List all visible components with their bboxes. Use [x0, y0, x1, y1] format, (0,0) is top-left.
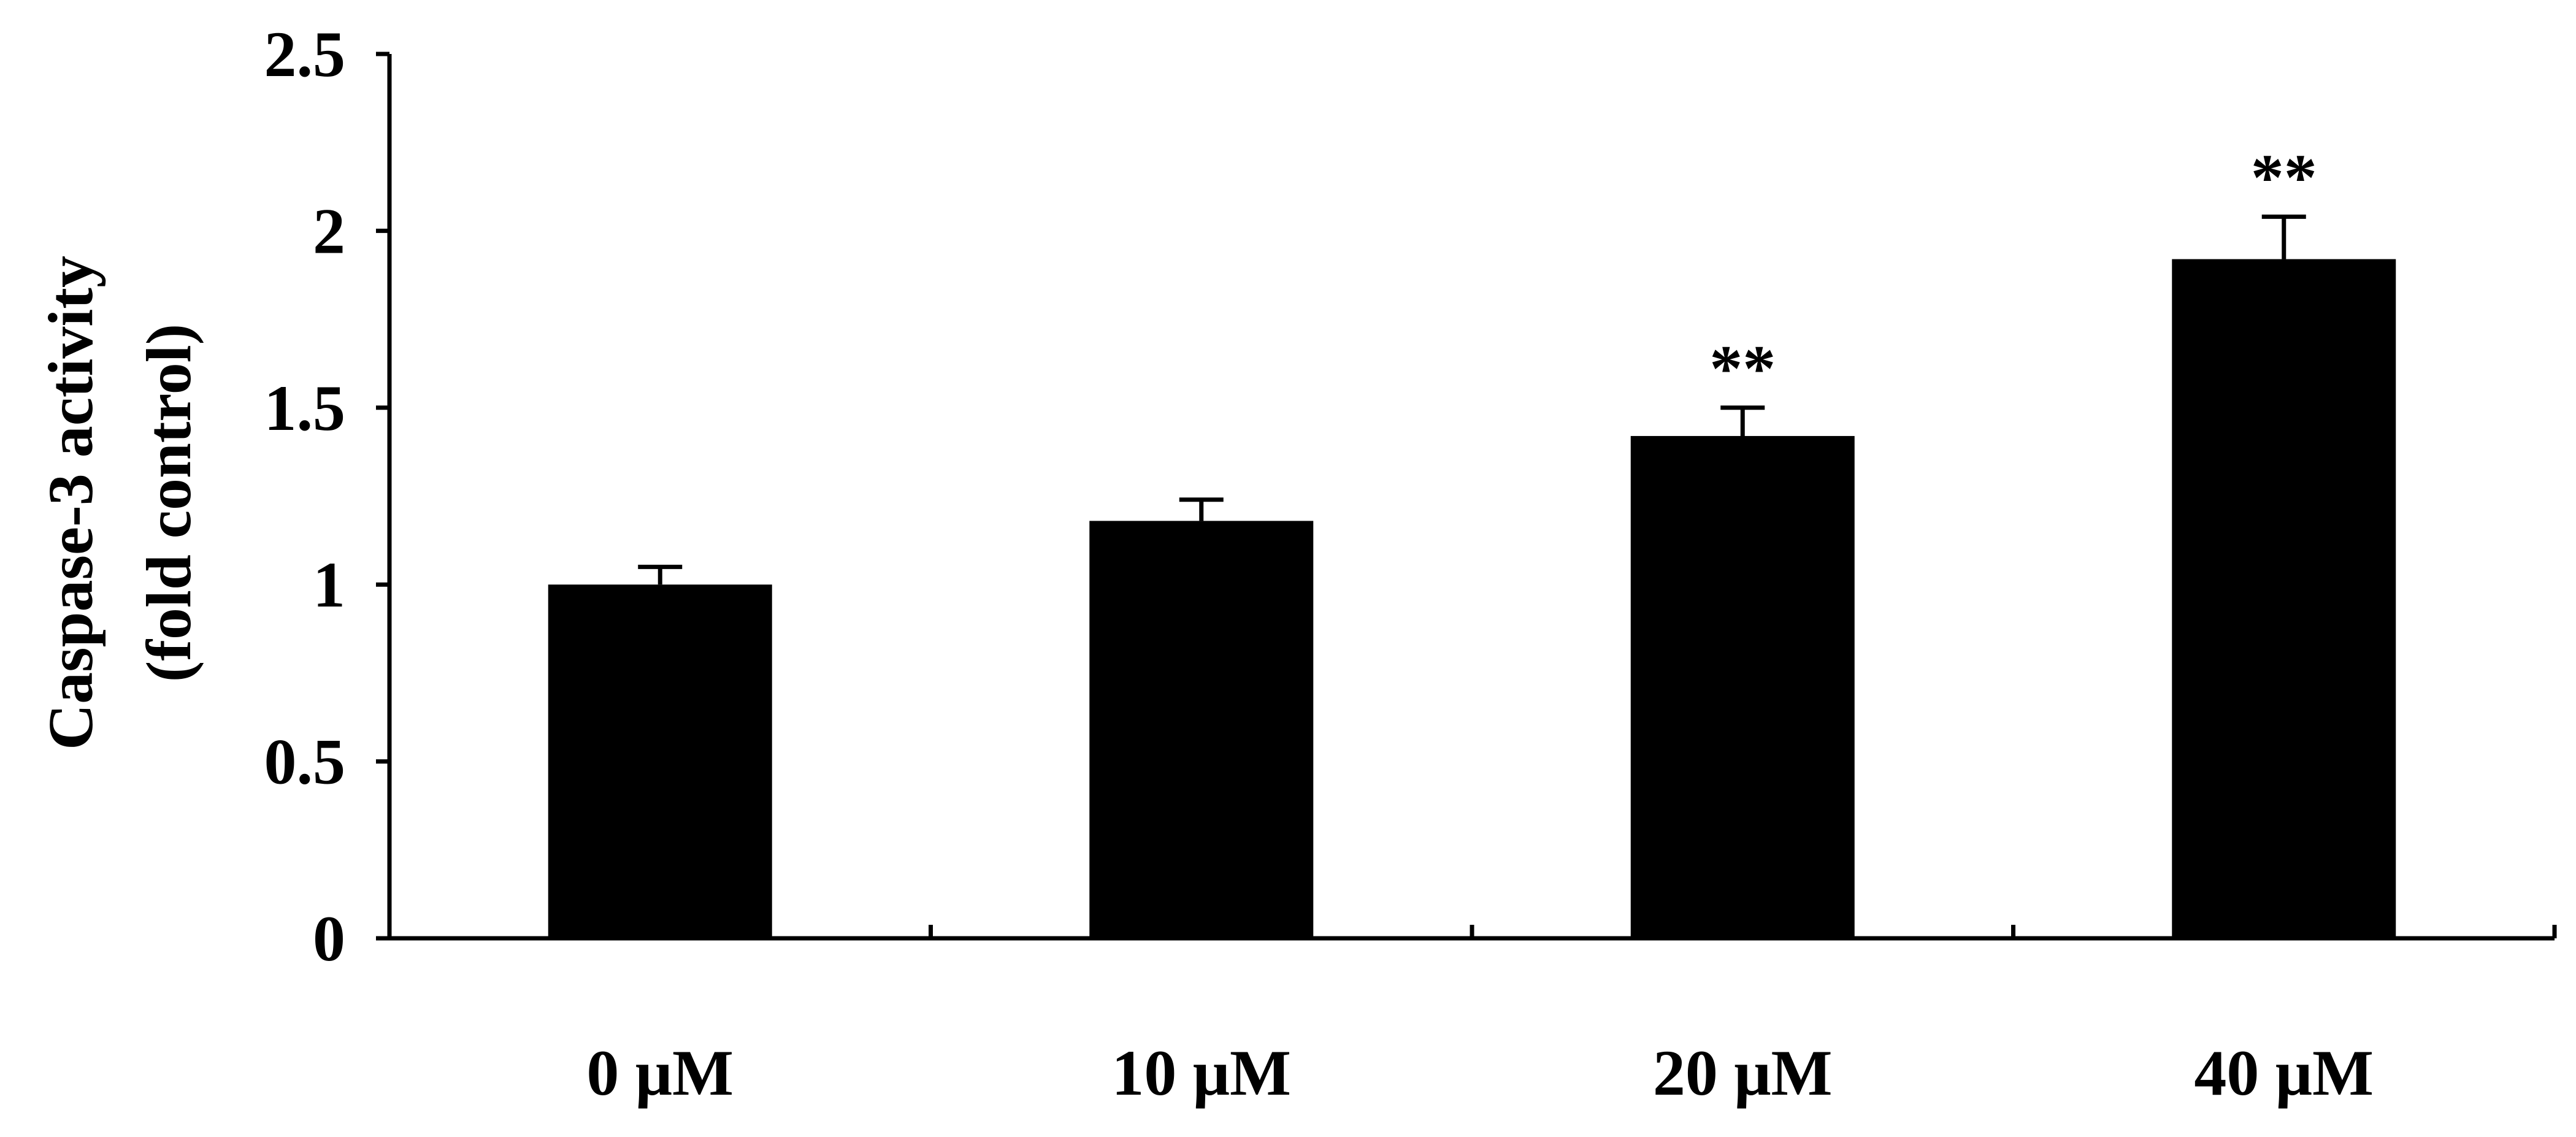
labels-layer: 0 μM 10 μM ** 20 μM ** 40 μM 0 0.5 1 1.5 2 2.5 [264, 18, 2374, 1109]
x-tick-label: 40 μM [2194, 1037, 2374, 1109]
y-tick-label: 2.5 [264, 18, 346, 90]
x-tick-label: 20 μM [1653, 1037, 1833, 1109]
bar [548, 584, 772, 938]
y-axis-title-line-1: Caspase-3 activity [36, 256, 106, 750]
y-axis-title: Caspase-3 activity (fold control) [36, 256, 204, 750]
x-tick-label: 0 μM [586, 1037, 734, 1109]
y-tick-label: 0.5 [264, 726, 346, 798]
y-tick-label: 1.5 [264, 372, 346, 444]
x-tick-label: 10 μM [1111, 1037, 1291, 1109]
error-bars-layer [638, 214, 2306, 585]
axes-layer [376, 52, 2557, 941]
y-tick-label: 0 [313, 903, 345, 974]
significance-label: ** [1709, 332, 1776, 405]
bar [1630, 435, 1855, 938]
bar [1089, 521, 1314, 938]
bars-layer [548, 259, 2396, 939]
y-tick-label: 2 [313, 195, 345, 267]
bar [2172, 259, 2396, 939]
significance-label: ** [2251, 141, 2317, 214]
y-tick-label: 1 [313, 549, 345, 621]
y-axis-title-line-2: (fold control) [134, 324, 204, 682]
